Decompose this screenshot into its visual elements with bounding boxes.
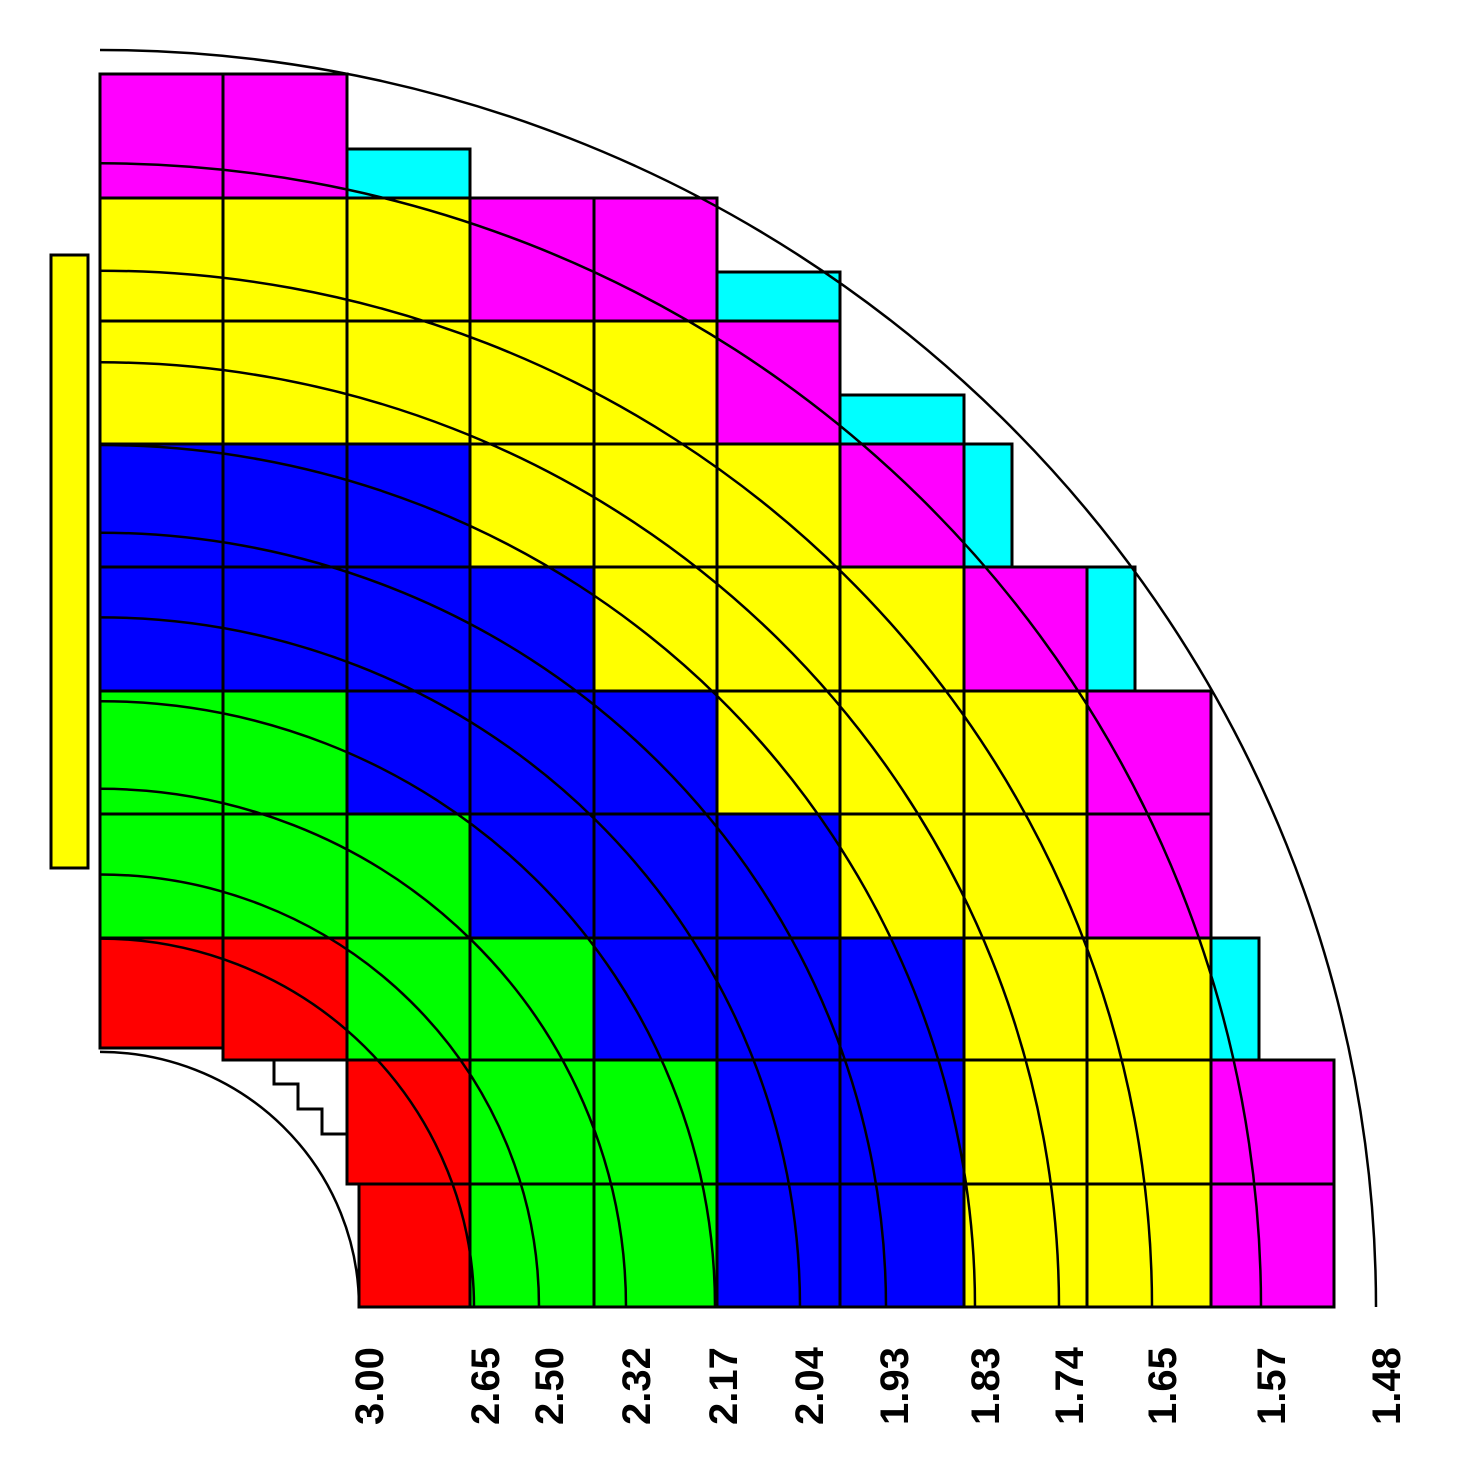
- blue-cell: [345, 565, 472, 693]
- cyan-cell: [962, 442, 1014, 569]
- blue-cell: [715, 812, 842, 940]
- yellow-cell: [345, 319, 472, 446]
- blue-cell: [838, 1058, 966, 1186]
- yellow-cell: [962, 1058, 1089, 1186]
- eta-contour-1.48: [99, 48, 1378, 1308]
- green-cell: [468, 1182, 596, 1309]
- magenta-cell: [838, 442, 966, 569]
- eta-contour-1.83: [99, 443, 977, 1308]
- eta-label: 1.65: [1141, 1347, 1185, 1425]
- yellow-cell: [592, 442, 719, 569]
- magenta-cell: [1085, 689, 1213, 816]
- green-cell: [468, 1058, 596, 1186]
- blue-cell: [592, 936, 719, 1062]
- magenta-cell: [592, 196, 719, 323]
- blue-cell: [98, 442, 225, 569]
- eta-label: 1.48: [1365, 1347, 1409, 1425]
- cyan-cell: [715, 270, 842, 323]
- green-cell: [221, 689, 349, 816]
- eta-label: 2.50: [528, 1347, 572, 1425]
- red-cell: [98, 936, 225, 1050]
- yellow-cell: [962, 1182, 1089, 1309]
- blue-cell: [345, 442, 472, 569]
- blue-cell: [468, 565, 596, 693]
- eta-label: 1.57: [1250, 1347, 1294, 1425]
- blue-cell: [98, 565, 225, 693]
- yellow-cell: [98, 319, 225, 446]
- green-cell: [345, 812, 472, 940]
- cyan-cell: [1085, 565, 1137, 693]
- eta-label: 2.17: [702, 1347, 746, 1425]
- blue-cell: [592, 689, 719, 816]
- yellow-cell: [962, 936, 1089, 1062]
- yellow-cell: [98, 196, 225, 323]
- magenta-cell: [221, 72, 349, 200]
- eta-label: 2.65: [464, 1347, 508, 1425]
- magenta-cell: [962, 565, 1089, 693]
- blue-cell: [838, 936, 966, 1062]
- magenta-cell: [468, 196, 596, 323]
- green-cell: [221, 812, 349, 940]
- yellow-cell: [962, 689, 1089, 816]
- blue-cell: [838, 1182, 966, 1309]
- yellow-cell: [1085, 936, 1213, 1062]
- blue-cell: [468, 689, 596, 816]
- eta-contours: [99, 48, 1378, 1308]
- yellow-cell: [715, 565, 842, 693]
- eta-contour-1.65: [99, 269, 1154, 1308]
- yellow-cell: [962, 812, 1089, 940]
- yellow-cell: [715, 442, 842, 569]
- eta-contour-2.04: [99, 616, 802, 1308]
- yellow-cell: [221, 196, 349, 323]
- blue-cell: [221, 565, 349, 693]
- magenta-cell: [1209, 1182, 1336, 1309]
- eta-label: 1.93: [873, 1347, 917, 1425]
- yellow-cell: [838, 689, 966, 816]
- magenta-cell: [98, 72, 225, 200]
- red-cell: [345, 1058, 472, 1186]
- eta-contour-2.65: [99, 937, 476, 1308]
- side-yellow-bar: [49, 253, 90, 870]
- eta-contour-2.50: [99, 873, 541, 1308]
- tower-cells: [49, 72, 1336, 1309]
- staircase-edge: [272, 1060, 347, 1136]
- eta-label: 3.00: [348, 1347, 392, 1425]
- yellow-cell: [838, 565, 966, 693]
- yellow-cell: [592, 565, 719, 693]
- eta-contour-3.00: [99, 1050, 361, 1308]
- blue-cell: [715, 1058, 842, 1186]
- yellow-cell: [715, 689, 842, 816]
- green-cell: [592, 1182, 719, 1309]
- yellow-cell: [221, 319, 349, 446]
- eta-label: 1.83: [964, 1347, 1008, 1425]
- magenta-cell: [1209, 1058, 1336, 1186]
- cyan-cell: [838, 393, 966, 446]
- eta-contour-2.32: [99, 787, 628, 1308]
- yellow-cell: [1085, 1058, 1213, 1186]
- blue-cell: [221, 442, 349, 569]
- yellow-cell: [838, 812, 966, 940]
- red-cell: [221, 936, 349, 1062]
- eta-contour-1.93: [99, 531, 888, 1308]
- eta-label: 2.32: [615, 1347, 659, 1425]
- eta-label: 2.04: [788, 1346, 832, 1425]
- yellow-cell: [345, 196, 472, 323]
- eta-contour-1.57: [99, 162, 1263, 1308]
- eta-contour-2.17: [99, 699, 717, 1308]
- eta-labels: 3.00 2.65 2.50 2.32 2.17 2.04 1.93 1.83 1.74 1.65…: [348, 1346, 1409, 1425]
- red-cell: [357, 1182, 472, 1309]
- eta-contour-1.74: [99, 361, 1061, 1308]
- eta-label: 1.74: [1048, 1346, 1092, 1425]
- cyan-cell: [345, 147, 472, 200]
- magenta-cell: [715, 319, 842, 446]
- blue-cell: [715, 1182, 842, 1309]
- blue-cell: [592, 812, 719, 940]
